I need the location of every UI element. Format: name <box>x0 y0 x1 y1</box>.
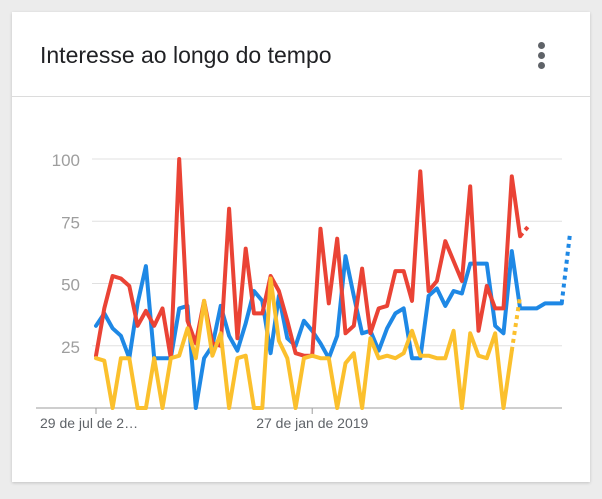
series-partial-segment-0 <box>559 233 572 304</box>
menu-dot <box>538 62 545 69</box>
card-header: Interesse ao longo do tempo <box>12 12 590 97</box>
more-vert-icon[interactable] <box>530 40 554 72</box>
interest-over-time-card: Interesse ao longo do tempo 25 50 75 100 29… <box>12 12 590 482</box>
series-line-2 <box>94 276 514 410</box>
y-tick-label: 50 <box>61 276 80 295</box>
menu-dot <box>538 52 545 59</box>
series-partial-segment-1 <box>518 224 530 238</box>
y-tick-label: 100 <box>52 151 80 170</box>
line-chart: 25 50 75 100 29 de jul de 2… 27 de jan de 20… <box>36 151 572 431</box>
x-tick-label: 29 de jul de 2… <box>40 415 138 431</box>
menu-dot <box>538 42 545 49</box>
y-tick-label: 75 <box>61 213 80 232</box>
series-partial-segment-2 <box>509 295 523 352</box>
x-tick-label: 27 de jan de 2019 <box>256 415 368 431</box>
card-title: Interesse ao longo do tempo <box>40 42 332 68</box>
y-tick-label: 25 <box>61 338 80 357</box>
